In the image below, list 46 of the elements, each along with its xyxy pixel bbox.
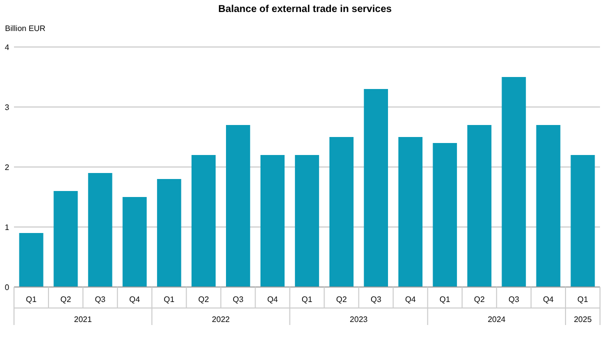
y-tick-label: 4 (4, 43, 10, 52)
x-tick-label: Q1 (26, 295, 38, 304)
y-tick-label: 3 (4, 103, 10, 112)
text: 2023 (350, 315, 368, 324)
bar (502, 77, 526, 287)
x-tick-label: Q3 (94, 295, 106, 304)
bar (226, 125, 250, 287)
bar (364, 89, 388, 287)
x-tick-label: Q1 (164, 295, 176, 304)
bar (536, 125, 560, 287)
bar (432, 143, 457, 287)
bar (122, 197, 147, 287)
x-tick-label: Q2 (60, 295, 72, 304)
bar (88, 173, 112, 287)
bar (192, 155, 216, 287)
bar (570, 155, 595, 287)
bar (19, 233, 44, 287)
y-tick-label: 1 (4, 223, 10, 232)
x-tick-label: Q2 (336, 295, 348, 304)
text: 2024 (488, 315, 506, 324)
x-tick-label: Q3 (370, 295, 382, 304)
x-tick-label: Q3 (232, 295, 244, 304)
x-tick-label: Q4 (129, 295, 141, 304)
y-tick-label: 2 (4, 163, 10, 172)
x-tick-label: Q2 (474, 295, 486, 304)
x-tick-label: Q4 (267, 295, 278, 304)
text: 2025 (574, 315, 592, 324)
x-tick-label: Q1 (440, 295, 451, 304)
x-tick-label: Q1 (577, 295, 589, 304)
x-tick-label: Q1 (302, 295, 313, 304)
x-tick-label: Q3 (508, 295, 520, 304)
x-tick-label: Q2 (198, 295, 210, 304)
bar (294, 155, 320, 287)
chart-title: Balance of external trade in services (218, 4, 392, 15)
y-axis-title: Billion EUR (5, 24, 46, 33)
x-tick-label: Q4 (405, 295, 416, 304)
x-tick-label: Q4 (542, 295, 554, 304)
bar (329, 137, 354, 287)
bar (157, 179, 182, 287)
text: 2021 (74, 315, 92, 324)
y-tick-label: 0 (4, 283, 10, 292)
bar (260, 155, 285, 287)
text: 2022 (212, 315, 230, 324)
bar (398, 137, 422, 287)
bar (467, 125, 492, 287)
bar (54, 191, 78, 287)
